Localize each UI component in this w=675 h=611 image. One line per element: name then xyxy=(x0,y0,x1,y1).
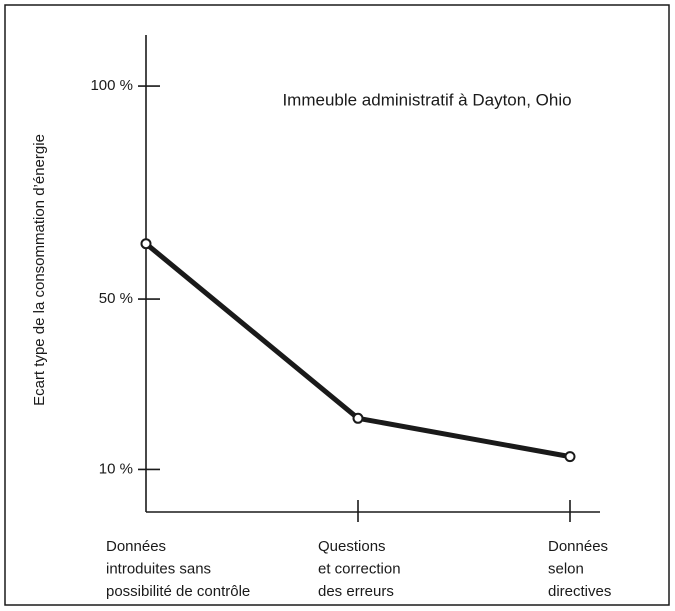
point xyxy=(140,238,152,250)
line xyxy=(144,241,571,460)
x-tick-label: Questions et correction des erreurs xyxy=(318,538,401,600)
x-tick-label-line: Données xyxy=(548,538,608,555)
point xyxy=(352,412,364,424)
x-tick-label-line: introduites sans xyxy=(106,560,211,577)
x-tick-label-line: directives xyxy=(548,583,611,600)
x-tick-label-line: possibilité de contrôle xyxy=(106,583,250,600)
x-tick-label-line: selon xyxy=(548,560,584,577)
x-tick-label-line: des erreurs xyxy=(318,583,394,600)
point xyxy=(564,451,576,463)
y-tick-label: 50 % xyxy=(99,290,133,307)
x-tick-label: Données selon directives xyxy=(548,538,611,600)
y-axis-label: Ecart type de la consommation d’énergie xyxy=(31,134,48,406)
x-tick-label: Données introduites sans possibilité de co… xyxy=(106,538,250,600)
x-tick-label-line: Données xyxy=(106,538,166,555)
x-tick-label-line: et correction xyxy=(318,560,401,577)
x-tick-label-line: Questions xyxy=(318,538,386,555)
frame xyxy=(4,4,670,606)
y-tick-label: 10 % xyxy=(99,460,133,477)
chart-title: Immeuble administratif à Dayton, Ohio xyxy=(282,90,571,109)
y-tick-label: 100 % xyxy=(90,77,133,94)
